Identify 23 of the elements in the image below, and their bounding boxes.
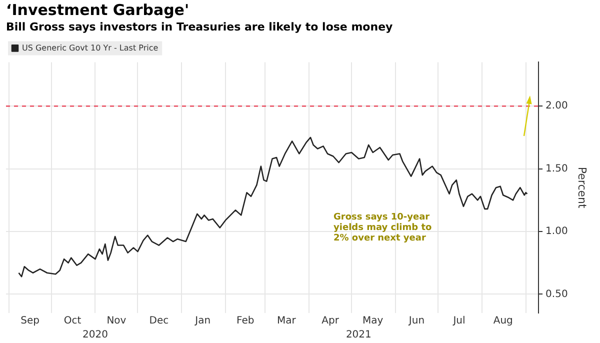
x-tick-label: Apr [322, 316, 340, 327]
chart-title: ‘Investment Garbage' [6, 0, 190, 19]
legend-label: US Generic Govt 10 Yr - Last Price [22, 43, 158, 52]
x2-tick-label: 2020 [82, 330, 108, 341]
y-axis-title: Percent [576, 166, 589, 209]
x-tick-label: Oct [64, 316, 82, 327]
x-tick-label: Feb [236, 316, 254, 327]
y-tick-label: 1.00 [546, 226, 568, 238]
x-tick-label: Jan [194, 316, 211, 327]
chart-subtitle: Bill Gross says investors in Treasuries are likely to lose money [6, 20, 393, 34]
y-tick-label: 0.50 [546, 288, 568, 300]
x-tick-label: Aug [493, 316, 513, 327]
x-tick-label: Mar [276, 316, 297, 327]
x-tick-label: Nov [106, 316, 126, 327]
y-tick-label: 2.00 [546, 100, 568, 112]
annotation: Gross says 10-year yields may climb to 2% over next year [334, 212, 432, 244]
x-tick-label: Jun [408, 316, 425, 327]
x-tick-label: Dec [149, 316, 169, 327]
x-tick-label: Jul [452, 316, 466, 327]
x-tick-label: Sep [20, 316, 40, 327]
y-tick-label: 1.50 [546, 163, 568, 174]
x-tick-label: May [362, 316, 384, 327]
x2-tick-label: 2021 [346, 330, 372, 341]
